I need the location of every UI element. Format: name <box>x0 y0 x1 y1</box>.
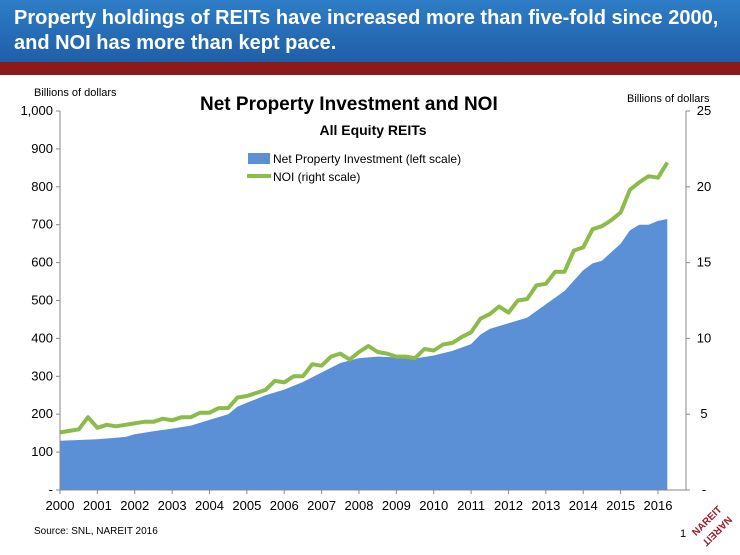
x-tick-label: 2008 <box>345 498 374 513</box>
left-tick-label: - <box>49 482 53 497</box>
right-tick-label: 15 <box>697 255 711 270</box>
x-tick-label: 2005 <box>232 498 261 513</box>
x-tick-label: 2011 <box>457 498 485 513</box>
right-tick-label: 5 <box>700 406 707 421</box>
left-tick-label: 500 <box>31 293 53 308</box>
left-tick-label: 900 <box>31 141 53 156</box>
axes-layer: - 100 200 300 400 500 600 700 800 900 1,000 - 5 10 15 2… <box>20 103 711 513</box>
x-tick-label: 2001 <box>83 498 112 513</box>
left-axis-unit: Billions of dollars <box>34 87 117 99</box>
chart: - 100 200 300 400 500 600 700 800 900 1,000 - 5 10 15 2… <box>20 87 711 537</box>
source-note: Source: SNL, NAREIT 2016 <box>34 526 158 537</box>
x-tick-label: 2000 <box>46 498 75 513</box>
title-banner: Property holdings of REITs have increase… <box>0 0 740 62</box>
x-tick-label: 2012 <box>494 498 523 513</box>
right-axis-unit: Billions of dollars <box>627 93 710 105</box>
chart-title: Net Property Investment and NOI <box>200 94 498 115</box>
x-tick-label: 2006 <box>270 498 299 513</box>
left-tick-label: 300 <box>31 368 53 383</box>
x-tick-label: 2010 <box>419 498 448 513</box>
x-tick-label: 2004 <box>195 498 224 513</box>
noi-line <box>59 161 670 435</box>
x-tick-label: 2009 <box>382 498 411 513</box>
legend: Net Property Investment (left scale) NOI… <box>247 152 461 184</box>
x-tick-label: 2014 <box>569 498 598 513</box>
chart-subtitle: All Equity REITs <box>319 122 426 138</box>
x-tick-label: 2003 <box>158 498 187 513</box>
x-tick-label: 2007 <box>307 498 336 513</box>
left-tick-label: 1,000 <box>20 103 53 118</box>
net-property-investment-area <box>60 219 668 490</box>
line-layer <box>59 161 670 435</box>
left-tick-label: 400 <box>31 330 53 345</box>
left-tick-label: 600 <box>31 255 53 270</box>
left-tick-label: 700 <box>31 217 53 232</box>
right-tick-label: 25 <box>697 103 711 118</box>
right-tick-label: - <box>702 482 706 497</box>
legend-area-swatch <box>248 153 270 164</box>
banner-divider <box>0 62 740 75</box>
x-tick-label: 2013 <box>531 498 560 513</box>
x-tick-label: 2015 <box>606 498 635 513</box>
legend-area-label: Net Property Investment (left scale) <box>273 152 461 166</box>
page-number: 1 <box>680 528 687 540</box>
slide-title: Property holdings of REITs have increase… <box>14 7 719 54</box>
x-tick-label: 2016 <box>644 498 673 513</box>
legend-line-label: NOI (right scale) <box>273 170 360 184</box>
x-tick-label: 2002 <box>120 498 149 513</box>
nareit-logo: NAREIT NAREIT <box>690 504 733 547</box>
left-tick-label: 100 <box>31 444 53 459</box>
right-tick-label: 10 <box>697 330 711 345</box>
left-tick-label: 200 <box>31 406 53 421</box>
right-tick-label: 20 <box>697 179 711 194</box>
area-layer <box>60 219 668 490</box>
left-tick-label: 800 <box>31 179 53 194</box>
